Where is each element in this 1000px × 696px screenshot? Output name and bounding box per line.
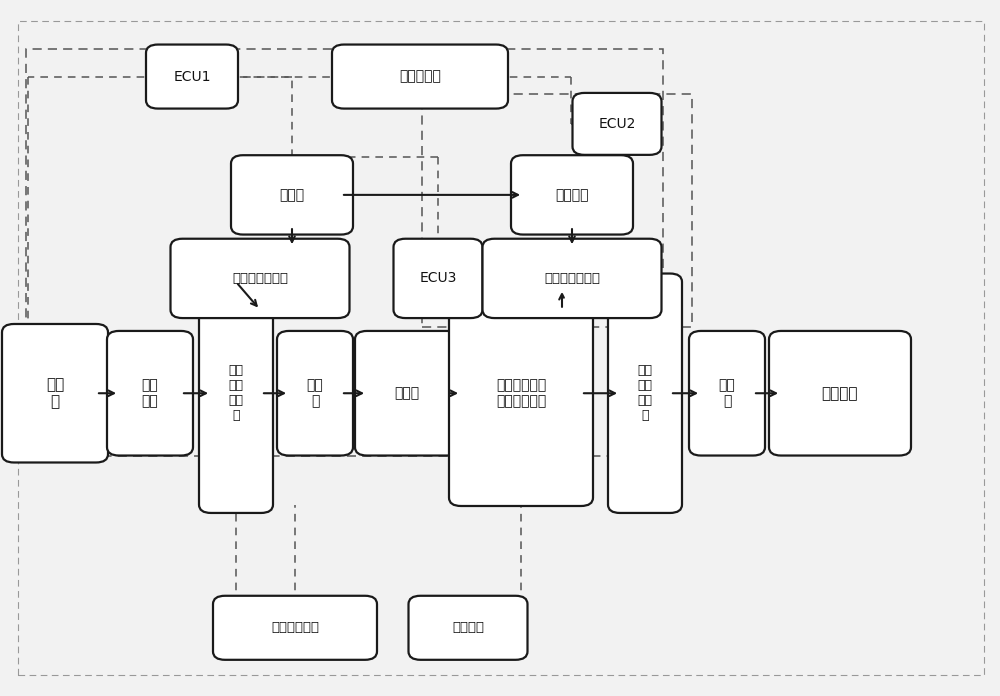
FancyBboxPatch shape xyxy=(277,331,353,456)
FancyBboxPatch shape xyxy=(409,596,528,660)
Text: 主离
合器: 主离 合器 xyxy=(142,378,158,409)
Text: 机械液压双流
传动转向装置: 机械液压双流 传动转向装置 xyxy=(496,378,546,409)
Text: 整车控制器: 整车控制器 xyxy=(399,70,441,84)
FancyBboxPatch shape xyxy=(199,274,273,513)
FancyBboxPatch shape xyxy=(231,155,353,235)
FancyBboxPatch shape xyxy=(608,274,682,513)
Text: ECU3: ECU3 xyxy=(419,271,457,285)
Text: 转矩转速传感器: 转矩转速传感器 xyxy=(544,272,600,285)
FancyBboxPatch shape xyxy=(2,324,108,462)
Text: 显示单元: 显示单元 xyxy=(452,622,484,634)
FancyBboxPatch shape xyxy=(449,280,593,506)
Text: 加载电机: 加载电机 xyxy=(822,386,858,401)
FancyBboxPatch shape xyxy=(170,239,350,318)
FancyBboxPatch shape xyxy=(572,93,662,155)
Text: 分动
器: 分动 器 xyxy=(307,378,323,409)
Text: 转速
转矩
传感
器: 转速 转矩 传感 器 xyxy=(228,364,244,422)
Text: 升速
筱: 升速 筱 xyxy=(719,378,735,409)
Text: 发动
机: 发动 机 xyxy=(46,377,64,409)
Text: 变速筱: 变速筱 xyxy=(394,386,420,400)
FancyBboxPatch shape xyxy=(355,331,459,456)
FancyBboxPatch shape xyxy=(393,239,482,318)
Text: 定量马达: 定量马达 xyxy=(555,188,589,202)
Text: ECU1: ECU1 xyxy=(173,70,211,84)
Text: ECU2: ECU2 xyxy=(598,117,636,131)
Text: 转矩转速传感器: 转矩转速传感器 xyxy=(232,272,288,285)
Text: 台架控制系统: 台架控制系统 xyxy=(271,622,319,634)
FancyBboxPatch shape xyxy=(511,155,633,235)
FancyBboxPatch shape xyxy=(769,331,911,456)
FancyBboxPatch shape xyxy=(332,45,508,109)
FancyBboxPatch shape xyxy=(107,331,193,456)
Text: 转速
转矩
传感
器: 转速 转矩 传感 器 xyxy=(638,364,652,422)
FancyBboxPatch shape xyxy=(146,45,238,109)
FancyBboxPatch shape xyxy=(482,239,662,318)
FancyBboxPatch shape xyxy=(213,596,377,660)
Text: 变量泵: 变量泵 xyxy=(279,188,305,202)
FancyBboxPatch shape xyxy=(689,331,765,456)
